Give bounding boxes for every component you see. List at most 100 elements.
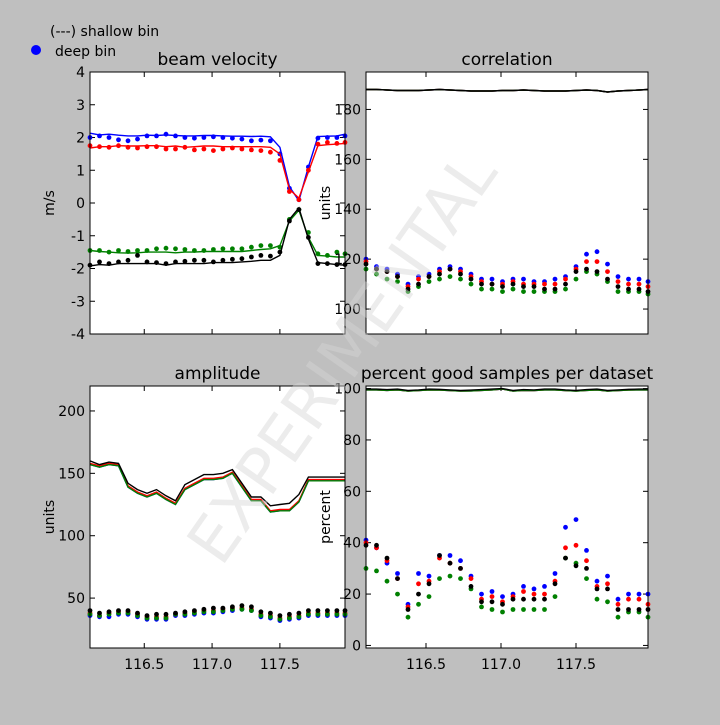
series-3-deep-point bbox=[437, 276, 442, 282]
series-2-deep-point bbox=[552, 281, 558, 287]
series-3-deep-point bbox=[306, 611, 311, 617]
series-4-deep-point bbox=[384, 555, 390, 561]
series-4-deep-point bbox=[437, 271, 442, 277]
series-4-deep-point bbox=[479, 599, 484, 605]
series-4-deep-point bbox=[521, 284, 526, 289]
series-2-deep-point bbox=[542, 591, 547, 597]
series-3-deep-point bbox=[458, 276, 463, 282]
series-4-deep-point bbox=[563, 555, 568, 561]
series-3-deep-point bbox=[531, 607, 537, 612]
series-4-deep-point bbox=[437, 553, 442, 558]
panel-title: percent good samples per dataset bbox=[361, 364, 654, 384]
y-tick-label: 4 bbox=[76, 65, 85, 81]
series-2-deep-point bbox=[489, 594, 495, 599]
series-4-shallow-line bbox=[89, 206, 346, 267]
series-4-deep-point bbox=[296, 610, 302, 616]
series-3-deep-point bbox=[154, 615, 159, 621]
series-3-deep-point bbox=[468, 281, 474, 287]
series-1-deep-point bbox=[500, 594, 505, 599]
y-tick-label: 1 bbox=[76, 163, 85, 179]
series-1-deep-point bbox=[489, 589, 495, 594]
series-1-deep-point bbox=[334, 135, 340, 140]
series-2-deep-point bbox=[584, 259, 589, 264]
series-1-deep-point bbox=[626, 591, 631, 597]
series-4-deep-point bbox=[315, 608, 321, 613]
y-tick-label: 100 bbox=[334, 302, 361, 318]
panel-4: percent good samples per dataset percent 0… bbox=[318, 364, 653, 673]
series-2-deep-point bbox=[239, 146, 245, 152]
series-4-deep-point bbox=[395, 576, 400, 581]
series-3-deep-point bbox=[489, 286, 495, 292]
series-1-deep-point bbox=[605, 261, 610, 267]
series-4-deep-point bbox=[500, 601, 505, 607]
series-2-deep-point bbox=[125, 144, 131, 150]
series-3-deep-point bbox=[615, 614, 621, 620]
series-3-deep-point bbox=[384, 578, 390, 584]
series-2-deep-point bbox=[268, 149, 273, 155]
series-4-deep-point bbox=[334, 608, 340, 613]
series-2-deep-point bbox=[325, 140, 330, 145]
x-tick-label: 117.0 bbox=[192, 657, 232, 673]
series-4-deep-point bbox=[106, 609, 112, 615]
series-3-deep-point bbox=[395, 591, 400, 597]
series-4-deep-point bbox=[125, 608, 131, 613]
series-3-deep-point bbox=[563, 286, 568, 292]
panel-2: correlation units 100 120 140 160 180 bbox=[318, 50, 651, 335]
series-1-deep-point bbox=[615, 596, 621, 602]
series-4-deep-point bbox=[447, 266, 453, 272]
x-tick-label: 117.5 bbox=[260, 657, 300, 673]
series-3-deep-point bbox=[192, 248, 197, 253]
series-1-deep-point bbox=[626, 276, 631, 282]
series-4-deep-point bbox=[374, 266, 379, 272]
series-1-deep-point bbox=[268, 138, 273, 144]
series-3-deep-point bbox=[268, 614, 273, 620]
series-2-deep-point bbox=[144, 144, 150, 150]
series-2-deep-point bbox=[230, 145, 235, 151]
x-tick-label: 116.5 bbox=[406, 657, 446, 673]
y-tick-label: -2 bbox=[71, 262, 85, 278]
series-4-shallow-line bbox=[366, 387, 648, 392]
legend-shallow-label: (---) shallow bin bbox=[50, 24, 159, 40]
y-tick-label: 3 bbox=[76, 98, 85, 114]
series-4-deep-point bbox=[605, 586, 610, 592]
series-3-deep-point bbox=[277, 616, 283, 622]
series-2-deep-point bbox=[154, 144, 159, 150]
series-3-deep-point bbox=[447, 274, 453, 279]
series-3-deep-point bbox=[173, 246, 178, 252]
series-2-deep-point bbox=[563, 276, 568, 282]
series-1-deep-point bbox=[426, 573, 432, 579]
series-1-deep-point bbox=[615, 274, 621, 279]
series-3-deep-point bbox=[458, 576, 463, 581]
series-4-deep-point bbox=[605, 276, 610, 282]
series-4-deep-point bbox=[135, 610, 140, 616]
y-tick-label: 180 bbox=[334, 102, 361, 118]
plot-area bbox=[366, 72, 648, 334]
series-4-deep-point bbox=[615, 607, 621, 612]
series-4-deep-point bbox=[277, 613, 283, 618]
series-4-deep-point bbox=[220, 605, 226, 611]
series-3-deep-point bbox=[605, 599, 610, 605]
series-4-deep-point bbox=[201, 606, 207, 612]
series-2-deep-point bbox=[615, 601, 621, 607]
series-2-deep-point bbox=[584, 558, 589, 564]
panel-3: amplitude units 50 100 150 200 116.5 117.0 117.5 bbox=[42, 364, 348, 673]
series-4-deep-point bbox=[116, 259, 121, 265]
series-4-deep-point bbox=[201, 257, 207, 263]
series-1-deep-point bbox=[594, 578, 600, 584]
series-2-deep-point bbox=[220, 146, 226, 152]
series-4-deep-point bbox=[106, 261, 112, 266]
series-4-deep-point bbox=[97, 259, 102, 265]
series-2-deep-point bbox=[594, 259, 600, 264]
series-2-shallow-line bbox=[89, 142, 346, 200]
series-4-deep-point bbox=[258, 609, 264, 615]
series-1-deep-point bbox=[594, 249, 600, 255]
y-tick-label: -3 bbox=[71, 294, 85, 310]
y-tick-label: 120 bbox=[334, 252, 361, 268]
series-1-deep-point bbox=[144, 133, 150, 139]
series-2-deep-point bbox=[173, 146, 178, 152]
series-4-deep-point bbox=[542, 596, 547, 602]
series-2-deep-point bbox=[615, 279, 621, 284]
series-1-deep-point bbox=[573, 517, 579, 522]
series-1-deep-point bbox=[325, 135, 330, 140]
series-4-deep-point bbox=[426, 274, 432, 279]
